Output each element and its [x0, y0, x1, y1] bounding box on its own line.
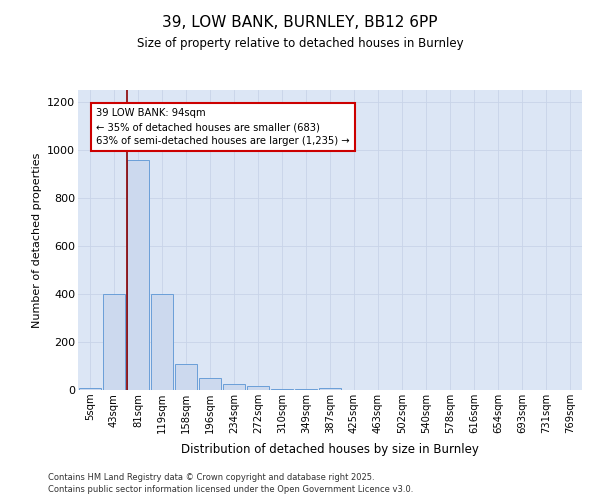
Text: Contains public sector information licensed under the Open Government Licence v3: Contains public sector information licen… — [48, 485, 413, 494]
Text: Distribution of detached houses by size in Burnley: Distribution of detached houses by size … — [181, 442, 479, 456]
Bar — [223, 384, 245, 390]
Text: 39 LOW BANK: 94sqm
← 35% of detached houses are smaller (683)
63% of semi-detach: 39 LOW BANK: 94sqm ← 35% of detached hou… — [96, 108, 350, 146]
Bar — [79, 388, 101, 390]
Y-axis label: Number of detached properties: Number of detached properties — [32, 152, 41, 328]
Bar — [199, 378, 221, 390]
Bar — [295, 389, 317, 390]
Bar — [103, 294, 125, 390]
Bar — [175, 364, 197, 390]
Text: Contains HM Land Registry data © Crown copyright and database right 2025.: Contains HM Land Registry data © Crown c… — [48, 472, 374, 482]
Bar — [127, 160, 149, 390]
Bar — [151, 294, 173, 390]
Bar — [271, 389, 293, 390]
Text: Size of property relative to detached houses in Burnley: Size of property relative to detached ho… — [137, 38, 463, 51]
Bar — [247, 386, 269, 390]
Bar — [319, 388, 341, 390]
Text: 39, LOW BANK, BURNLEY, BB12 6PP: 39, LOW BANK, BURNLEY, BB12 6PP — [162, 15, 438, 30]
